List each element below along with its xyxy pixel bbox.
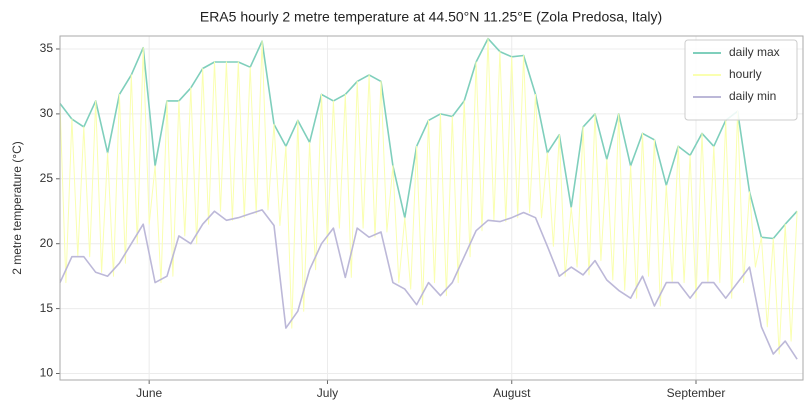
x-tick-label: July [317,386,338,400]
x-tick-label: September [667,386,726,400]
chart-title: ERA5 hourly 2 metre temperature at 44.50… [200,9,662,25]
legend-box [684,39,798,121]
legend-label: daily min [729,89,776,103]
y-tick-label: 30 [40,106,54,120]
plot-frame [59,35,804,381]
legend-label: hourly [729,67,762,81]
x-tick-label: August [493,386,531,400]
y-axis-label: 2 metre temperature (°C) [10,141,24,275]
y-tick-label: 35 [40,41,54,55]
series-line [59,209,798,360]
y-tick-label: 25 [40,171,54,185]
y-tick-label: 20 [40,236,54,250]
y-tick-label: 10 [40,366,54,380]
legend: daily max hourly daily min [684,39,798,121]
series-line [59,38,798,355]
y-tick-label: 15 [40,301,54,315]
legend-label: daily max [729,45,780,59]
x-tick-label: June [136,386,162,400]
